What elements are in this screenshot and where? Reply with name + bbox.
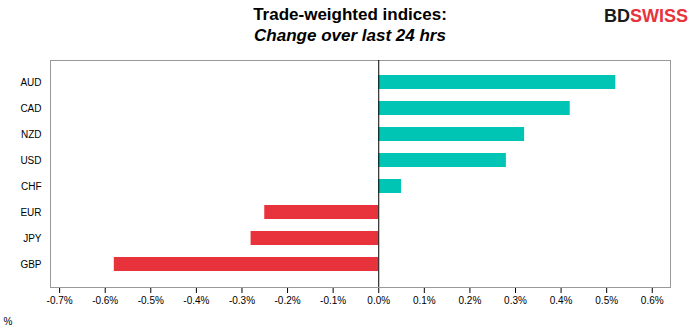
svg-text:-0.2%: -0.2% bbox=[274, 295, 300, 306]
svg-text:-0.7%: -0.7% bbox=[47, 295, 73, 306]
html-text:Change over last 24 hrs: Change over last 24 hrs bbox=[254, 26, 446, 45]
svg-text:USD: USD bbox=[20, 155, 41, 166]
svg-text:-0.5%: -0.5% bbox=[138, 295, 164, 306]
svg-text:-0.6%: -0.6% bbox=[92, 295, 118, 306]
svg-text:CHF: CHF bbox=[21, 181, 42, 192]
svg-text:-0.3%: -0.3% bbox=[229, 295, 255, 306]
html-text:Trade-weighted indices:: Trade-weighted indices: bbox=[253, 5, 447, 24]
svg-text:GBP: GBP bbox=[20, 259, 41, 270]
svg-text:-0.1%: -0.1% bbox=[320, 295, 346, 306]
svg-text:0.3%: 0.3% bbox=[504, 295, 527, 306]
svg-text:0.0%: 0.0% bbox=[367, 295, 390, 306]
svg-text:0.2%: 0.2% bbox=[459, 295, 482, 306]
svg-text:%: % bbox=[4, 316, 13, 327]
svg-text:EUR: EUR bbox=[20, 207, 41, 218]
svg-text:0.6%: 0.6% bbox=[641, 295, 664, 306]
html-text:BD SWISS: BD SWISS bbox=[604, 6, 688, 26]
svg-text:NZD: NZD bbox=[21, 129, 42, 140]
svg-text:JPY: JPY bbox=[23, 233, 42, 244]
svg-text:-0.4%: -0.4% bbox=[183, 295, 209, 306]
svg-text:CAD: CAD bbox=[20, 103, 41, 114]
svg-text:AUD: AUD bbox=[20, 77, 41, 88]
svg-text:0.1%: 0.1% bbox=[413, 295, 436, 306]
svg-text:0.5%: 0.5% bbox=[595, 295, 618, 306]
svg-text:0.4%: 0.4% bbox=[550, 295, 573, 306]
